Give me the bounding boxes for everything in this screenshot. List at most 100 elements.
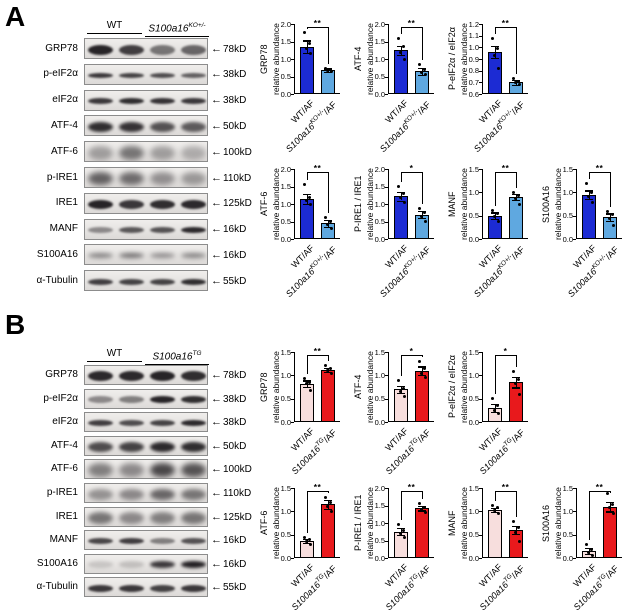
error-bar-cap [512, 84, 520, 86]
y-tick-label: 1.0 [280, 506, 291, 516]
left-arrow-icon: ← [211, 392, 222, 405]
y-tick-mark [291, 488, 294, 489]
data-point [492, 215, 496, 219]
y-tick-mark [479, 82, 482, 84]
error-bar-cap [512, 80, 520, 82]
data-point [495, 211, 499, 215]
significance-bracket-right [422, 172, 424, 204]
y-tick-mark [479, 169, 482, 170]
error-bar [421, 211, 423, 218]
y-tick-mark [385, 186, 388, 188]
y-tick-mark [385, 488, 388, 489]
kd-marker: ←16kD [211, 223, 246, 236]
blot-band [180, 44, 206, 55]
significance-bracket-right [516, 355, 518, 368]
plot-axes [576, 169, 622, 239]
panel-a-letter: A [5, 1, 26, 32]
y-tick-label: 0.5 [280, 530, 291, 540]
bar-group1 [582, 194, 596, 239]
error-bar-cap [303, 40, 311, 42]
y-tick-mark [291, 239, 294, 240]
chart-ATF6-A: ATF-6 relative abundance 0.0 0.5 1.0 1.5 2.0 **… [258, 155, 352, 305]
error-bar-cap [606, 213, 614, 215]
error-bar-cap [324, 219, 332, 221]
y-tick-mark [291, 352, 294, 353]
data-point [396, 36, 400, 40]
blot-strip-MANF [84, 218, 208, 240]
blot-strip-eIF2 [84, 412, 208, 433]
plot-axes [388, 488, 434, 558]
data-point [584, 543, 588, 547]
left-arrow-icon: ← [211, 557, 222, 570]
y-axis-title: MANF [447, 510, 457, 536]
data-point [307, 537, 311, 541]
kd-value: 78kD [223, 370, 247, 381]
data-point [396, 185, 400, 188]
significance-bracket-left [495, 491, 497, 502]
y-axis-title: P-eIF2α / eIF2α [447, 27, 457, 91]
data-point [517, 540, 521, 544]
blot-band [149, 396, 175, 404]
data-point [419, 371, 423, 375]
y-tick-mark [385, 422, 388, 423]
y-tick-label: 0.0 [280, 234, 291, 244]
y-tick-mark [573, 558, 576, 559]
chart-PeIF2eIF2-A: P-eIF2α / eIF2α relative abundance 0.6 0.7 0… [446, 10, 540, 160]
chart-MANF-B: MANF relative abundance 0.0 0.5 1.0 1.5 ** WT/A… [446, 474, 540, 616]
data-point [308, 202, 312, 206]
blot-band [180, 561, 206, 569]
y-tick-mark [385, 505, 388, 507]
bar-group1 [394, 196, 408, 239]
blot-strip-IRE1 [84, 506, 208, 527]
data-point [590, 201, 594, 205]
plot-axes [482, 352, 528, 422]
error-bar-cap [491, 412, 499, 414]
blot-band [87, 420, 113, 427]
y-axis-title: P-eIF2α / eIF2α [447, 355, 457, 419]
blot-band [180, 488, 206, 500]
significance-bracket-right [422, 355, 424, 357]
error-bar-cap [512, 199, 520, 201]
y-tick-mark [385, 540, 388, 542]
data-point [516, 377, 520, 381]
y-axis-title: ATF-6 [259, 510, 269, 536]
y-tick-label: 0.0 [374, 417, 385, 427]
y-tick-mark [291, 534, 294, 536]
y-tick-mark [291, 398, 294, 400]
y-tick-label: 0.5 [280, 72, 291, 81]
left-arrow-icon: ← [211, 487, 222, 499]
kd-marker: ←78kD [211, 369, 246, 382]
left-arrow-icon: ← [211, 248, 222, 261]
blot-band [180, 396, 206, 404]
kd-marker: ←16kD [211, 249, 246, 262]
data-point [398, 390, 402, 394]
y-tick-mark [479, 47, 482, 49]
data-point [492, 508, 496, 512]
y-tick-mark [573, 169, 576, 170]
data-point [422, 505, 426, 509]
error-bar-cap [324, 226, 332, 228]
error-bar-cap [512, 377, 520, 379]
y-tick-label: 0.0 [280, 89, 291, 99]
significance-stars: ** [595, 482, 604, 492]
blot-band [87, 538, 113, 545]
kd-value: 55kD [223, 275, 247, 287]
y-tick-mark [291, 186, 294, 188]
y-tick-mark [291, 76, 294, 78]
blot-band [87, 72, 113, 78]
data-point [517, 392, 521, 396]
error-bar-cap [418, 505, 426, 507]
y-tick-label: 1.5 [468, 483, 479, 493]
plot-axes [294, 169, 340, 239]
significance-stars: * [503, 346, 508, 356]
kd-marker: ←110kD [211, 172, 251, 185]
y-tick-label: 1.0 [468, 370, 479, 380]
blot-protein-label: MANF [49, 534, 78, 546]
significance-bracket-right [328, 355, 330, 361]
blot-protein-label: S100A16 [36, 248, 78, 260]
blot-strip-pIRE1 [84, 167, 208, 188]
y-tick-mark [291, 558, 294, 559]
blot-band [149, 463, 175, 478]
significance-bracket-left [401, 27, 403, 34]
data-point [423, 511, 427, 514]
